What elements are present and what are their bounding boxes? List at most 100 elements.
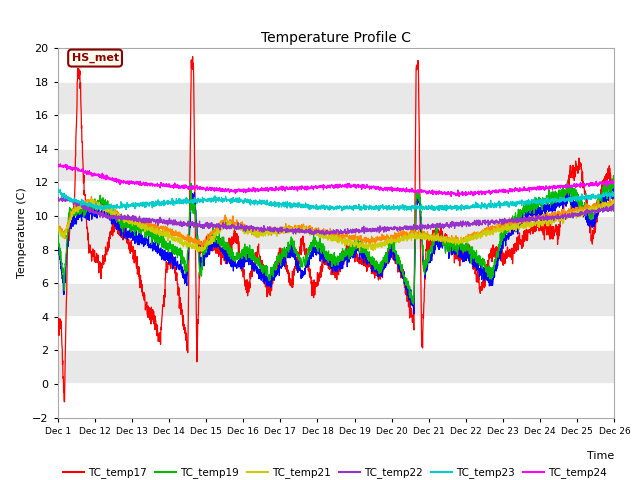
Line: TC_temp23: TC_temp23 xyxy=(58,189,614,211)
TC_temp19 xyxy=(65,210,73,216)
TC_temp19 xyxy=(410,301,417,307)
TC_temp20 xyxy=(531,213,538,218)
Line: TC_temp21: TC_temp21 xyxy=(58,199,614,252)
TC_temp20 xyxy=(611,198,618,204)
TC_temp20 xyxy=(551,213,559,219)
TC_temp24 xyxy=(365,184,372,190)
TC_temp24 xyxy=(54,163,61,169)
TC_temp18 xyxy=(611,185,618,191)
TC_temp22 xyxy=(65,195,73,201)
TC_temp22 xyxy=(611,205,618,211)
Bar xyxy=(58,317,614,350)
TC_temp23 xyxy=(408,208,415,214)
TC_temp17 xyxy=(65,223,73,229)
TC_temp21 xyxy=(508,224,515,229)
Legend: TC_temp17, TC_temp18, TC_temp19, TC_temp20, TC_temp21, TC_temp22, TC_temp23, TC_: TC_temp17, TC_temp18, TC_temp19, TC_temp… xyxy=(63,467,607,480)
TC_temp19 xyxy=(551,192,559,198)
Bar xyxy=(58,14,614,48)
Text: Time: Time xyxy=(587,451,614,461)
Bar xyxy=(58,283,614,317)
Line: TC_temp18: TC_temp18 xyxy=(58,188,614,314)
Bar xyxy=(58,149,614,182)
TC_temp20 xyxy=(198,245,206,251)
TC_temp21 xyxy=(611,201,618,206)
TC_temp18 xyxy=(551,201,559,207)
Bar xyxy=(58,182,614,216)
TC_temp23 xyxy=(54,187,61,192)
TC_temp21 xyxy=(88,196,96,202)
TC_temp17 xyxy=(270,277,278,283)
TC_temp24 xyxy=(508,189,515,194)
Bar xyxy=(58,384,614,418)
TC_temp21 xyxy=(270,231,278,237)
TC_temp17 xyxy=(551,227,559,233)
TC_temp18 xyxy=(611,192,618,198)
TC_temp22 xyxy=(54,196,61,202)
TC_temp24 xyxy=(551,186,559,192)
TC_temp20 xyxy=(365,240,372,246)
TC_temp22 xyxy=(65,194,72,200)
TC_temp19 xyxy=(364,251,372,256)
TC_temp19 xyxy=(508,218,515,224)
TC_temp24 xyxy=(455,193,463,199)
TC_temp21 xyxy=(551,218,559,224)
Bar xyxy=(58,250,614,283)
TC_temp22 xyxy=(551,214,559,220)
TC_temp23 xyxy=(508,201,515,207)
TC_temp17 xyxy=(365,264,372,269)
TC_temp21 xyxy=(65,220,73,226)
TC_temp22 xyxy=(365,227,372,233)
Bar xyxy=(58,350,614,384)
TC_temp19 xyxy=(610,173,618,179)
TC_temp18 xyxy=(269,276,277,281)
TC_temp20 xyxy=(54,220,61,226)
TC_temp23 xyxy=(551,198,559,204)
TC_temp17 xyxy=(531,225,538,230)
TC_temp17 xyxy=(611,198,618,204)
Bar xyxy=(58,216,614,250)
TC_temp22 xyxy=(270,229,278,235)
TC_temp23 xyxy=(54,186,61,192)
TC_temp21 xyxy=(194,249,202,255)
TC_temp19 xyxy=(611,180,618,186)
TC_temp19 xyxy=(530,211,538,216)
TC_temp17 xyxy=(189,54,196,60)
TC_temp24 xyxy=(56,161,64,167)
TC_temp18 xyxy=(410,311,418,317)
TC_temp23 xyxy=(611,191,618,197)
Line: TC_temp22: TC_temp22 xyxy=(58,197,614,235)
Line: TC_temp17: TC_temp17 xyxy=(58,57,614,402)
TC_temp19 xyxy=(54,229,61,235)
TC_temp24 xyxy=(270,186,278,192)
Y-axis label: Temperature (C): Temperature (C) xyxy=(17,187,26,278)
TC_temp20 xyxy=(88,193,95,199)
TC_temp21 xyxy=(54,227,61,233)
TC_temp17 xyxy=(61,399,68,405)
TC_temp18 xyxy=(65,225,73,230)
TC_temp18 xyxy=(54,243,61,249)
TC_temp23 xyxy=(531,199,538,205)
Bar xyxy=(58,115,614,149)
TC_temp21 xyxy=(365,243,372,249)
TC_temp18 xyxy=(530,203,538,209)
TC_temp22 xyxy=(508,217,515,223)
TC_temp22 xyxy=(321,232,328,238)
Line: TC_temp19: TC_temp19 xyxy=(58,176,614,304)
TC_temp18 xyxy=(364,252,372,258)
TC_temp20 xyxy=(270,227,278,233)
Bar xyxy=(58,82,614,115)
Bar xyxy=(58,48,614,82)
TC_temp19 xyxy=(269,263,277,269)
TC_temp20 xyxy=(65,223,73,228)
TC_temp21 xyxy=(531,219,538,225)
Line: TC_temp24: TC_temp24 xyxy=(58,164,614,196)
TC_temp24 xyxy=(531,185,538,191)
TC_temp20 xyxy=(508,220,515,226)
TC_temp18 xyxy=(508,228,515,234)
Title: Temperature Profile C: Temperature Profile C xyxy=(261,32,411,46)
TC_temp24 xyxy=(611,179,618,185)
TC_temp17 xyxy=(508,245,515,251)
TC_temp23 xyxy=(365,205,372,211)
TC_temp23 xyxy=(65,196,73,202)
TC_temp22 xyxy=(531,217,538,223)
